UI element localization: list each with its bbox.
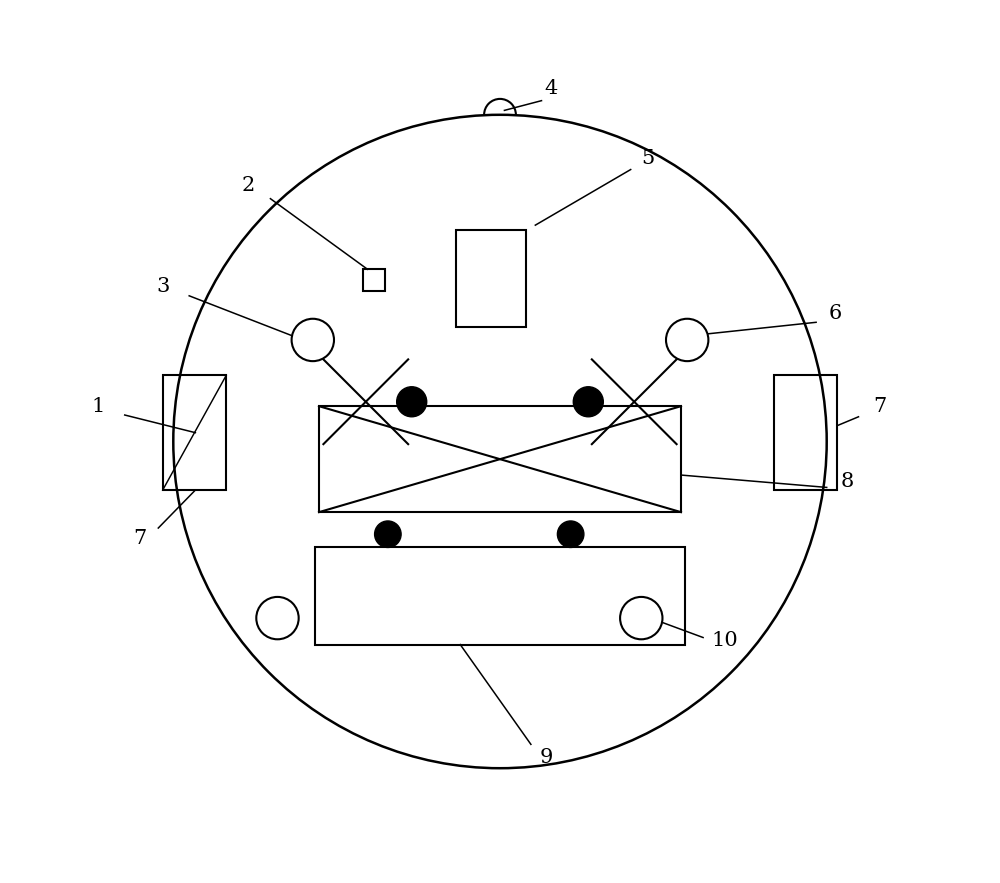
Circle shape <box>557 521 584 547</box>
Bar <box>774 375 837 490</box>
Text: 7: 7 <box>133 529 146 548</box>
Bar <box>315 547 685 645</box>
Circle shape <box>375 521 401 547</box>
Text: 10: 10 <box>712 630 739 650</box>
Bar <box>363 269 385 291</box>
Text: 8: 8 <box>840 472 854 491</box>
Text: 9: 9 <box>539 748 553 767</box>
Text: 7: 7 <box>873 396 886 416</box>
Text: 2: 2 <box>242 176 255 195</box>
Circle shape <box>397 387 427 417</box>
Bar <box>456 230 526 327</box>
Text: 3: 3 <box>156 277 169 297</box>
Text: 4: 4 <box>545 79 558 98</box>
Bar <box>163 375 226 490</box>
Bar <box>319 406 681 512</box>
Text: 5: 5 <box>642 149 655 169</box>
Text: 6: 6 <box>829 304 842 323</box>
Text: 1: 1 <box>92 396 105 416</box>
Circle shape <box>573 387 603 417</box>
